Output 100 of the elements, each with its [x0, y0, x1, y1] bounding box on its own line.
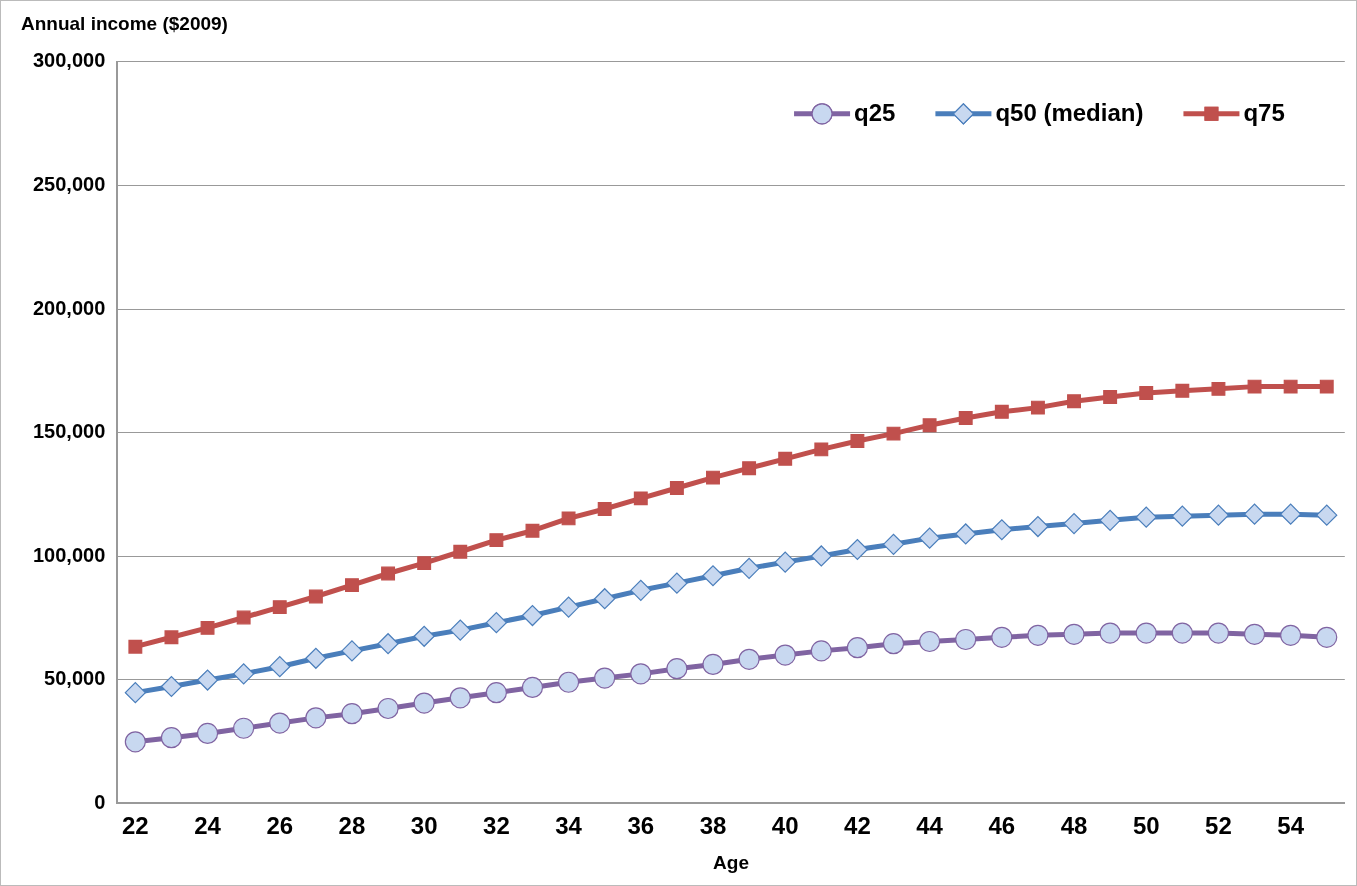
- y-tick-label: 100,000: [33, 543, 106, 566]
- x-tick-label: 22: [121, 812, 149, 840]
- point: [882, 533, 905, 555]
- point: [485, 682, 507, 704]
- point: [525, 523, 540, 538]
- y-tick-label: 50,000: [44, 667, 106, 690]
- point: [196, 669, 219, 691]
- point: [1027, 515, 1049, 538]
- point: [124, 731, 146, 753]
- x-tick-label: 42: [844, 812, 871, 840]
- point: [1171, 505, 1193, 527]
- point: [160, 675, 183, 698]
- point: [449, 619, 471, 641]
- x-tick-label: 24: [194, 812, 222, 840]
- point: [594, 667, 616, 689]
- legend-label: q25: [854, 99, 896, 127]
- x-tick-label: 28: [338, 812, 366, 840]
- point: [1139, 386, 1154, 401]
- x-tick-label: 52: [1205, 812, 1232, 840]
- point: [236, 610, 251, 625]
- point: [597, 502, 612, 516]
- point: [738, 557, 760, 579]
- point: [1030, 400, 1045, 415]
- point: [413, 692, 435, 714]
- point: [922, 418, 937, 433]
- point: [882, 633, 905, 655]
- point: [630, 663, 652, 685]
- x-tick-label: 54: [1277, 812, 1305, 840]
- point: [561, 511, 576, 526]
- point: [958, 411, 973, 425]
- point: [774, 551, 796, 573]
- point: [810, 545, 832, 567]
- x-tick-label: 50: [1132, 812, 1160, 840]
- point: [991, 626, 1013, 648]
- point: [124, 682, 146, 704]
- point: [1171, 622, 1193, 644]
- point: [1063, 623, 1085, 645]
- point: [381, 566, 396, 581]
- point: [919, 527, 941, 549]
- x-tick-label: 26: [266, 812, 294, 840]
- point: [738, 648, 760, 670]
- point: [1063, 512, 1085, 535]
- x-tick-label: 44: [916, 812, 944, 840]
- x-tick-label: 30: [410, 812, 438, 840]
- point: [669, 481, 684, 495]
- point: [345, 578, 359, 593]
- point: [1283, 379, 1298, 394]
- point: [702, 565, 724, 587]
- y-tick-label: 300,000: [33, 49, 106, 72]
- point: [1175, 383, 1190, 398]
- point: [1316, 626, 1338, 648]
- point: [1067, 394, 1081, 409]
- point: [778, 451, 793, 466]
- y-tick-label: 250,000: [33, 172, 106, 195]
- point: [846, 538, 869, 561]
- point: [1243, 623, 1266, 645]
- point: [200, 620, 215, 635]
- point: [341, 703, 363, 725]
- point: [453, 544, 468, 559]
- point: [233, 717, 255, 739]
- point: [160, 727, 183, 749]
- point: [919, 630, 941, 653]
- point: [991, 519, 1013, 541]
- chart-title: Annual income ($2009): [21, 12, 228, 34]
- x-tick-label: 38: [699, 812, 727, 840]
- point: [633, 491, 648, 506]
- point: [128, 639, 143, 654]
- point: [666, 572, 688, 594]
- point: [1211, 381, 1226, 396]
- legend-label: q75: [1243, 99, 1285, 127]
- point: [485, 612, 507, 634]
- point: [742, 461, 757, 476]
- point: [955, 628, 977, 651]
- x-tick-label: 40: [771, 812, 799, 840]
- y-tick-label: 200,000: [33, 296, 106, 319]
- point: [269, 712, 291, 734]
- point: [886, 426, 901, 441]
- point: [955, 523, 977, 545]
- point: [666, 658, 688, 680]
- point: [1247, 379, 1262, 394]
- point: [706, 470, 720, 485]
- point: [1207, 504, 1230, 526]
- point: [774, 644, 796, 666]
- point: [1135, 506, 1157, 528]
- point: [557, 671, 580, 693]
- x-tick-label: 32: [483, 812, 510, 840]
- point: [233, 663, 255, 685]
- point: [1099, 622, 1121, 644]
- point: [702, 653, 724, 676]
- point: [1319, 379, 1334, 394]
- point: [449, 687, 471, 709]
- x-axis-title: Age: [713, 851, 749, 873]
- point: [1243, 503, 1266, 525]
- point: [377, 697, 399, 720]
- point: [1316, 504, 1338, 526]
- point: [814, 442, 829, 457]
- point: [850, 434, 865, 448]
- y-tick-label: 0: [94, 790, 106, 813]
- point: [557, 596, 580, 618]
- x-tick-label: 48: [1060, 812, 1088, 840]
